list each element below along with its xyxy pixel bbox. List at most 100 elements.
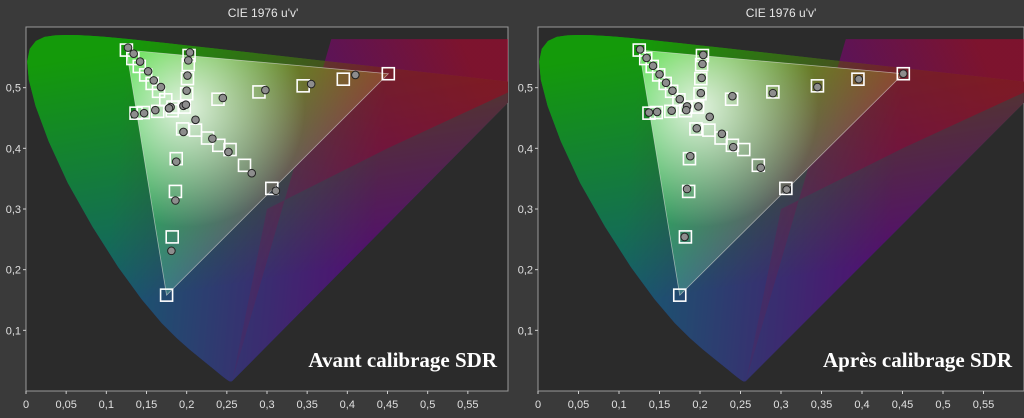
target-square bbox=[693, 86, 707, 101]
measured-point bbox=[182, 86, 191, 95]
measured-point bbox=[667, 106, 676, 116]
measured-point bbox=[635, 45, 645, 54]
measured-point bbox=[681, 105, 691, 115]
y-tick-label: 0,2 bbox=[6, 265, 21, 277]
measured-point bbox=[696, 88, 706, 98]
measured-point bbox=[185, 48, 195, 57]
x-tick-label: 0,25 bbox=[730, 399, 751, 411]
chart-caption: Avant calibrage SDR bbox=[308, 348, 497, 372]
chart-title: CIE 1976 u'v' bbox=[746, 6, 817, 20]
measured-point bbox=[698, 59, 707, 69]
target-square bbox=[664, 84, 679, 99]
y-tick-label: 0,2 bbox=[518, 265, 533, 277]
target-square bbox=[810, 79, 825, 93]
x-tick-label: 0,4 bbox=[854, 399, 869, 411]
measured-point bbox=[208, 134, 217, 143]
measured-point bbox=[728, 91, 737, 101]
measured-point bbox=[899, 69, 908, 79]
x-tick-label: 0,1 bbox=[611, 399, 626, 411]
chart-caption: Après calibrage SDR bbox=[823, 348, 1013, 372]
measured-point bbox=[164, 103, 174, 113]
target-square bbox=[694, 71, 708, 86]
x-tick-label: 0,35 bbox=[296, 399, 317, 411]
measured-point bbox=[685, 151, 695, 161]
measured-point bbox=[644, 108, 654, 117]
target-square bbox=[188, 123, 203, 137]
measured-point bbox=[661, 78, 671, 88]
x-tick-label: 0,55 bbox=[457, 399, 478, 411]
y-tick-label: 0,3 bbox=[6, 204, 21, 216]
measured-point bbox=[129, 49, 138, 58]
y-tick-label: 0,5 bbox=[518, 83, 533, 95]
measured-point bbox=[167, 246, 176, 256]
chromaticity-diagram bbox=[27, 35, 508, 382]
target-square bbox=[672, 288, 687, 302]
y-tick-label: 0,1 bbox=[518, 325, 533, 337]
measured-point bbox=[224, 147, 233, 157]
y-tick-label: 0,4 bbox=[518, 143, 533, 155]
measured-point bbox=[652, 107, 662, 117]
x-tick-label: 0,15 bbox=[136, 399, 157, 411]
target-square bbox=[702, 123, 716, 137]
gamut-white-point-glow bbox=[639, 50, 904, 296]
x-tick-label: 0,2 bbox=[179, 399, 194, 411]
x-tick-label: 0,15 bbox=[649, 399, 670, 411]
x-tick-label: 0,05 bbox=[568, 399, 589, 411]
measured-point bbox=[306, 79, 316, 89]
gamut-white-point-glow bbox=[126, 50, 389, 296]
measured-point bbox=[697, 73, 706, 83]
x-tick-label: 0,1 bbox=[99, 399, 114, 411]
chart-panel-before: CIE 1976 u'v' 0,1 0,2 0,3 0,4 0,5 0 0,05 0,1 0,15… bbox=[6, 6, 509, 411]
measured-point bbox=[854, 74, 864, 84]
target-square bbox=[159, 288, 174, 302]
target-square bbox=[678, 230, 693, 244]
x-tick-label: 0,3 bbox=[259, 399, 274, 411]
chart-panel-after: CIE 1976 u'v' 0,1 0,2 0,3 0,4 0,5 0 0,05 0,1 0,15… bbox=[518, 6, 1024, 411]
measured-point bbox=[351, 70, 360, 80]
measured-point bbox=[655, 70, 664, 79]
measured-point bbox=[642, 53, 651, 63]
measured-point bbox=[756, 163, 766, 173]
y-tick-label: 0,1 bbox=[6, 325, 21, 337]
x-tick-label: 0,35 bbox=[811, 399, 832, 411]
measured-point bbox=[782, 185, 791, 194]
x-tick-label: 0,05 bbox=[55, 399, 76, 411]
chart-title: CIE 1976 u'v' bbox=[228, 6, 299, 20]
x-tick-label: 0,5 bbox=[935, 399, 950, 411]
measured-point bbox=[191, 115, 200, 125]
measured-point bbox=[768, 88, 778, 98]
x-tick-label: 0 bbox=[535, 399, 541, 411]
target-square bbox=[779, 181, 793, 196]
measured-point bbox=[123, 43, 133, 52]
measured-point bbox=[171, 196, 180, 205]
target-square bbox=[381, 66, 396, 81]
target-square bbox=[896, 66, 911, 81]
chromaticity-diagram bbox=[539, 35, 1024, 382]
x-tick-label: 0,45 bbox=[892, 399, 913, 411]
measured-point bbox=[680, 232, 689, 242]
x-tick-label: 0,55 bbox=[973, 399, 994, 411]
target-square bbox=[736, 142, 751, 157]
measured-point bbox=[261, 85, 270, 95]
target-square bbox=[851, 72, 865, 86]
measured-point bbox=[218, 93, 228, 103]
measured-point bbox=[156, 82, 166, 92]
measured-point bbox=[271, 186, 281, 196]
measured-point bbox=[717, 129, 727, 139]
measured-point bbox=[181, 100, 191, 109]
target-square bbox=[237, 158, 252, 173]
y-tick-label: 0,4 bbox=[6, 143, 21, 155]
measured-point bbox=[728, 142, 738, 152]
y-tick-label: 0,5 bbox=[6, 83, 21, 95]
measured-point bbox=[143, 66, 153, 76]
measured-point bbox=[682, 184, 692, 194]
x-tick-label: 0 bbox=[23, 399, 29, 411]
measured-point bbox=[692, 124, 702, 133]
x-tick-label: 0,45 bbox=[377, 399, 398, 411]
measured-point bbox=[171, 157, 181, 166]
measured-point bbox=[694, 102, 703, 111]
target-square bbox=[689, 122, 703, 136]
x-tick-label: 0,3 bbox=[773, 399, 788, 411]
target-square bbox=[751, 158, 766, 173]
